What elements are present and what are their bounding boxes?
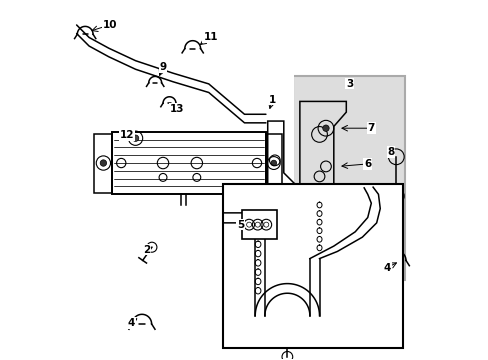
Text: 11: 11 [203,32,217,42]
Bar [265,134,282,193]
Text: 7: 7 [367,123,374,133]
Bar [112,132,265,194]
Text: 9: 9 [159,63,166,72]
Text: 4: 4 [383,262,390,273]
Text: 10: 10 [103,19,118,30]
Text: 3: 3 [346,78,353,89]
Text: 2: 2 [142,245,150,255]
Text: 4: 4 [127,318,135,328]
Text: 13: 13 [169,104,183,113]
Text: 1: 1 [268,95,275,105]
Circle shape [316,219,322,224]
Text: 6: 6 [364,159,370,169]
Bar [94,134,112,193]
Circle shape [270,160,276,166]
Bar [223,184,403,348]
Bar [66,1,293,359]
Circle shape [100,160,106,166]
Bar [292,76,405,280]
Text: 12: 12 [120,130,134,140]
Circle shape [132,135,139,141]
Text: 8: 8 [386,147,394,157]
Bar [241,210,277,239]
Circle shape [322,125,328,131]
Text: 5: 5 [237,220,244,230]
